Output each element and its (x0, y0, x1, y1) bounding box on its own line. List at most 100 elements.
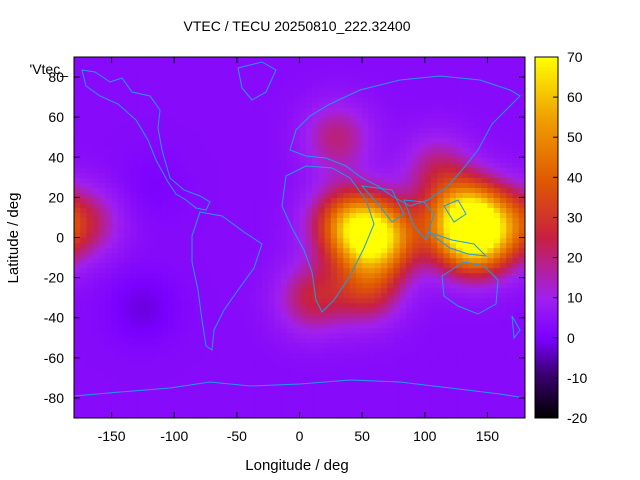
heatmap-cell (462, 392, 470, 399)
heatmap-cell (142, 232, 150, 239)
heatmap-cell (105, 207, 113, 214)
heatmap-cell (243, 87, 250, 93)
heatmap-cell (305, 252, 313, 259)
heatmap-cell (462, 212, 470, 219)
heatmap-cell (236, 257, 244, 264)
heatmap-cell (211, 392, 219, 399)
heatmap-cell (405, 82, 413, 88)
heatmap-cell (161, 162, 169, 168)
heatmap-cell (349, 97, 357, 103)
heatmap-cell (468, 287, 476, 294)
heatmap-cell (305, 287, 313, 294)
heatmap-cell (167, 247, 175, 254)
heatmap-cell (462, 372, 470, 379)
heatmap-cell (243, 412, 250, 418)
heatmap-cell (186, 352, 194, 359)
heatmap-cell (105, 242, 113, 249)
heatmap-cell (124, 337, 131, 344)
heatmap-cell (362, 277, 369, 284)
heatmap-cell (493, 72, 501, 78)
heatmap-cell (280, 182, 288, 188)
heatmap-cell (230, 327, 238, 334)
heatmap-cell (305, 297, 313, 304)
heatmap-cell (199, 107, 207, 113)
heatmap-cell (174, 92, 182, 98)
heatmap-cell (142, 247, 150, 254)
heatmap-cell (274, 247, 282, 254)
heatmap-cell (224, 152, 232, 158)
heatmap-cell (412, 192, 420, 198)
heatmap-cell (236, 322, 244, 329)
heatmap-cell (443, 252, 451, 259)
heatmap-cell (293, 152, 301, 158)
heatmap-cell (274, 252, 282, 259)
heatmap-cell (218, 122, 225, 128)
heatmap-cell (255, 352, 263, 359)
heatmap-cell (299, 172, 307, 178)
heatmap-cell (149, 207, 157, 214)
heatmap-cell (224, 287, 232, 294)
heatmap-cell (337, 252, 344, 259)
heatmap-cell (399, 107, 407, 113)
heatmap-cell (224, 102, 232, 108)
heatmap-cell (180, 172, 188, 178)
heatmap-cell (205, 387, 213, 394)
heatmap-cell (167, 192, 175, 198)
heatmap-cell (199, 332, 207, 339)
heatmap-cell (149, 242, 157, 249)
heatmap-cell (468, 297, 476, 304)
heatmap-cell (142, 297, 150, 304)
heatmap-cell (180, 102, 188, 108)
heatmap-cell (324, 247, 332, 254)
heatmap-cell (399, 112, 407, 118)
heatmap-cell (99, 202, 106, 209)
heatmap-cell (468, 187, 476, 193)
heatmap-cell (211, 62, 219, 68)
heatmap-cell (74, 257, 81, 264)
heatmap-cell (255, 177, 263, 183)
heatmap-cell (437, 202, 445, 209)
heatmap-cell (468, 277, 476, 284)
heatmap-cell (324, 122, 332, 128)
heatmap-cell (249, 157, 257, 163)
heatmap-cell (249, 182, 257, 188)
heatmap-cell (337, 187, 344, 193)
heatmap-cell (493, 382, 501, 389)
heatmap-cell (124, 127, 131, 133)
heatmap-cell (305, 192, 313, 198)
heatmap-cell (393, 132, 401, 138)
heatmap-cell (449, 192, 457, 198)
heatmap-cell (243, 272, 250, 279)
heatmap-cell (199, 312, 207, 319)
heatmap-cell (380, 232, 388, 239)
heatmap-cell (299, 222, 307, 229)
heatmap-cell (105, 227, 113, 234)
heatmap-cell (124, 102, 131, 108)
heatmap-cell (474, 97, 482, 103)
heatmap-cell (305, 142, 313, 148)
heatmap-cell (193, 382, 200, 389)
heatmap-cell (105, 407, 113, 414)
heatmap-cell (236, 297, 244, 304)
heatmap-cell (224, 127, 232, 133)
heatmap-cell (211, 222, 219, 229)
heatmap-cell (318, 407, 326, 414)
heatmap-cell (186, 217, 194, 224)
heatmap-cell (412, 232, 420, 239)
heatmap-cell (399, 142, 407, 148)
heatmap-cell (374, 247, 382, 254)
heatmap-cell (399, 82, 407, 88)
heatmap-cell (111, 247, 119, 254)
heatmap-cell (236, 292, 244, 299)
heatmap-cell (268, 227, 276, 234)
heatmap-cell (343, 87, 351, 93)
heatmap-cell (92, 412, 100, 418)
heatmap-cell (174, 112, 182, 118)
heatmap-cell (305, 122, 313, 128)
heatmap-cell (312, 87, 319, 93)
heatmap-cell (449, 82, 457, 88)
heatmap-cell (305, 117, 313, 123)
heatmap-cell (318, 232, 326, 239)
heatmap-cell (155, 332, 163, 339)
heatmap-cell (355, 202, 363, 209)
